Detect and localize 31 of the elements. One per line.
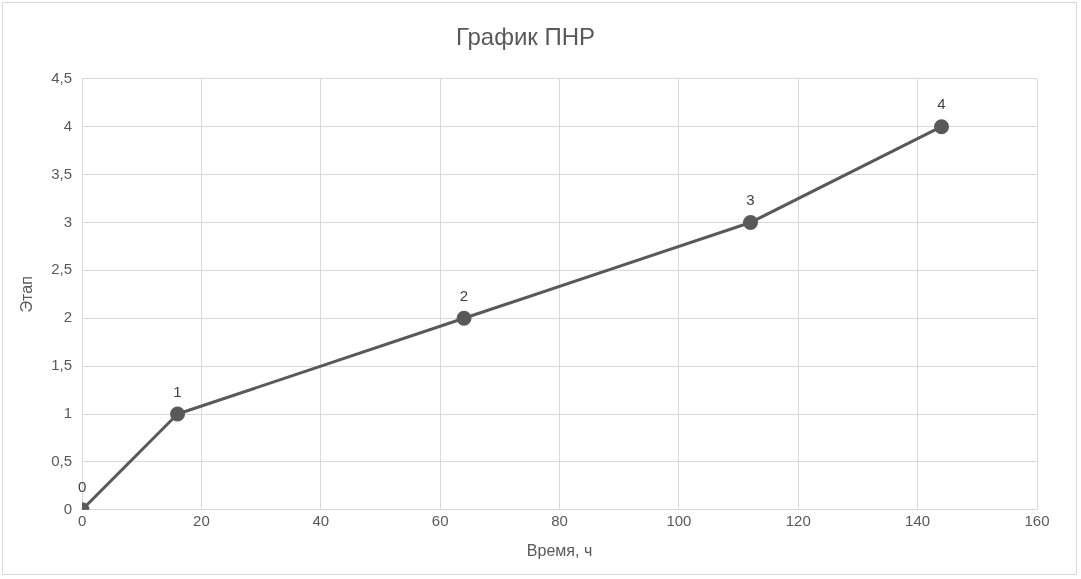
data-label: 0 [77,478,87,496]
y-tick-label: 2 [63,308,73,326]
x-tick-label: 140 [905,511,931,529]
data-label: 3 [746,191,755,209]
y-tick-label: 1,5 [51,356,73,374]
x-tick-label: 0 [77,511,87,529]
point [934,119,950,135]
x-tick-label: 20 [193,511,210,529]
point [743,214,759,230]
y-tick-label: 4 [63,116,73,134]
x-tick-label: 120 [785,511,811,529]
data-label: 2 [459,286,469,304]
x-tick-label: 160 [1024,511,1050,529]
data-label: 4 [937,95,946,113]
x-tick-label: 80 [551,511,568,529]
point [170,406,186,422]
point [456,310,472,326]
y-tick-label: 0 [63,499,73,517]
y-tick-label: 1 [63,404,73,422]
data-label: 1 [173,382,182,400]
x-tick-label: 40 [312,511,330,529]
y-tick-label: 2,5 [51,260,73,278]
y-tick-label: 3 [63,212,73,230]
chart-title: График ПНР [455,23,596,51]
x-axis-title: Время, ч [526,541,593,559]
x-tick-label: 60 [431,511,449,529]
x-tick-label: 100 [666,511,692,529]
y-tick-label: 3,5 [51,164,73,182]
y-tick-label: 0,5 [51,452,73,470]
y-axis-title: Этап [18,276,36,313]
y-tick-label: 4,5 [51,68,73,86]
